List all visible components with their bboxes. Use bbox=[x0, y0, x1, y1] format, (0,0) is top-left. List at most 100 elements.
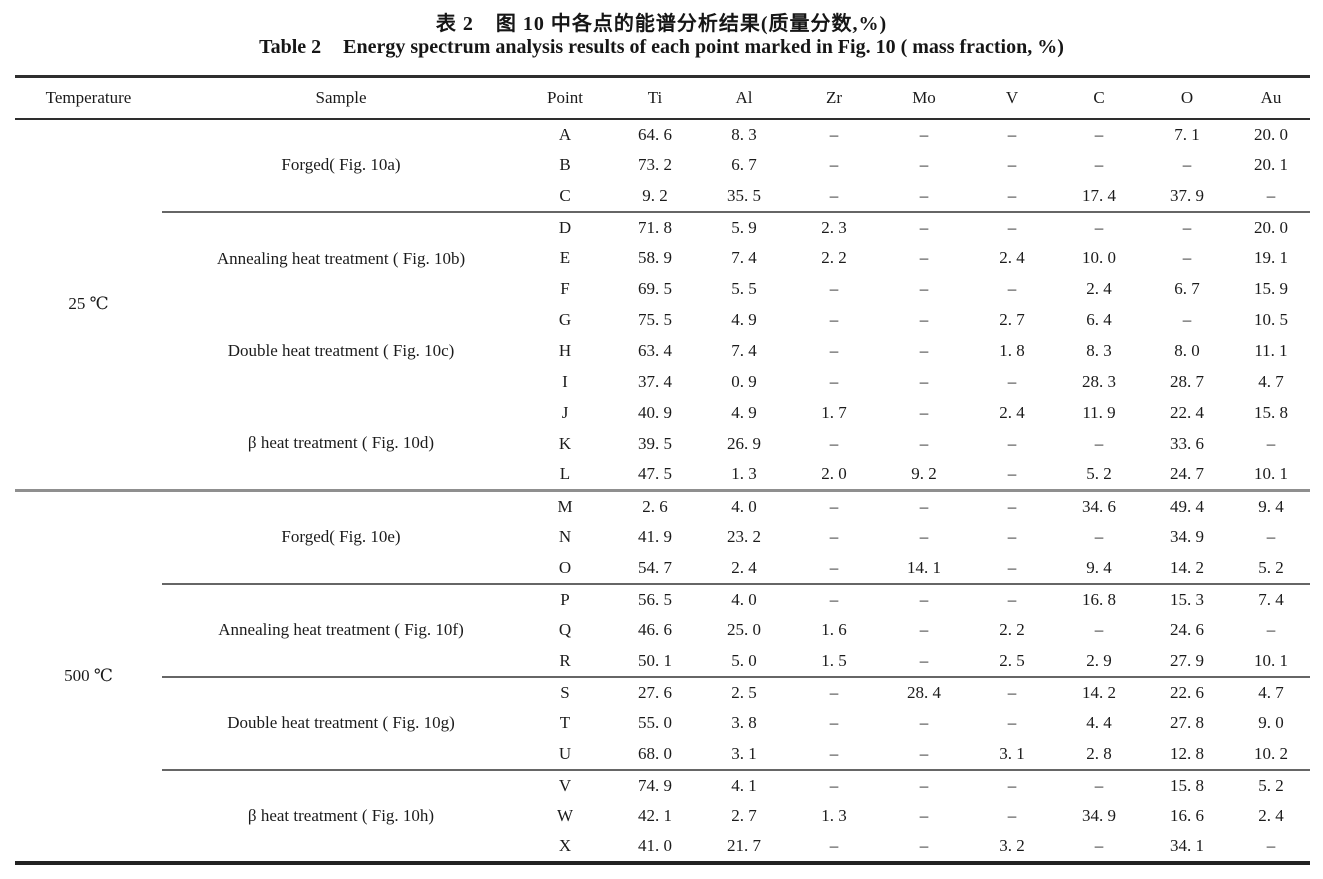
table-row-point-d: Annealing heat treatment ( Fig. 10b) D 71.… bbox=[15, 210, 1310, 305]
energy-spectrum-table: Temperature Sample Point Ti Al Zr Mo V C O Au 25 ℃… bbox=[15, 75, 1310, 865]
value-cell-ti: 39. 5 bbox=[638, 434, 672, 453]
sample-cell: Forged( Fig. 10e) bbox=[162, 489, 520, 584]
point-cell: L bbox=[559, 464, 571, 484]
value-cell-mo: – bbox=[919, 403, 929, 422]
column-header-al: Al bbox=[700, 76, 788, 120]
value-cell-zr: – bbox=[829, 836, 839, 855]
value-cell-o: – bbox=[1182, 310, 1192, 329]
value-cell-c: – bbox=[1056, 210, 1142, 243]
point-cell: J bbox=[561, 403, 569, 422]
value-cell-ti: 37. 4 bbox=[638, 372, 672, 391]
value-cell-c: 10. 0 bbox=[1082, 248, 1116, 267]
point-cell: O bbox=[558, 557, 572, 577]
value-cell-v: – bbox=[968, 489, 1056, 522]
sample-cell: β heat treatment ( Fig. 10d) bbox=[247, 433, 435, 453]
table-title-chinese: 表 2 图 10 中各点的能谱分析结果(质量分数,%) bbox=[0, 0, 1323, 35]
point-cell: A bbox=[558, 124, 572, 144]
sample-cell: Annealing heat treatment ( Fig. 10b) bbox=[162, 210, 520, 305]
value-cell-mo: – bbox=[919, 124, 929, 144]
value-cell-au: 19. 1 bbox=[1254, 248, 1288, 267]
value-cell-zr: – bbox=[788, 582, 880, 615]
value-cell-al: 4. 9 bbox=[731, 310, 757, 329]
value-cell-zr: 2. 0 bbox=[821, 464, 847, 484]
value-cell-ti: 50. 1 bbox=[638, 650, 672, 670]
point-cell: R bbox=[559, 650, 571, 670]
value-cell-al: 3. 8 bbox=[731, 713, 757, 732]
value-cell-o: 34. 1 bbox=[1170, 836, 1204, 855]
value-cell-au: 4. 7 bbox=[1232, 675, 1310, 708]
value-cell-ti: 55. 0 bbox=[638, 713, 672, 732]
value-cell-zr: 2. 3 bbox=[788, 210, 880, 243]
value-cell-au: – bbox=[1266, 620, 1276, 639]
table-row-point-e: E 58. 9 7. 4 2. 2 – 2. 4 10. 0 – 19. 1 bbox=[15, 243, 1310, 274]
value-cell-o: – bbox=[1182, 248, 1192, 267]
sample-cell: Forged( Fig. 10a) bbox=[281, 155, 401, 174]
value-cell-zr: – bbox=[829, 341, 839, 360]
value-cell-al: 23. 2 bbox=[727, 527, 761, 546]
value-cell-c: – bbox=[1094, 434, 1104, 453]
point-cell: D bbox=[520, 210, 610, 243]
value-cell-o: 27. 8 bbox=[1170, 713, 1204, 732]
value-cell-zr: 2. 2 bbox=[821, 248, 847, 267]
value-cell-c: 34. 9 bbox=[1082, 806, 1116, 825]
value-cell-au: – bbox=[1266, 434, 1276, 453]
table-row-point-x: X 41. 0 21. 7 – – 3. 2 – 34. 1 – bbox=[15, 832, 1310, 863]
value-cell-ti: 68. 0 bbox=[638, 743, 672, 763]
value-cell-mo: – bbox=[919, 836, 929, 855]
value-cell-al: 1. 3 bbox=[731, 464, 757, 484]
table-row-point-t: T 55. 0 3. 8 – – – 4. 4 27. 8 9. 0 bbox=[15, 708, 1310, 739]
value-cell-al: 35. 5 bbox=[727, 185, 761, 205]
table-row-point-k: K 39. 5 26. 9 – – – – 33. 6 – bbox=[15, 429, 1310, 460]
value-cell-au: 9. 0 bbox=[1258, 713, 1284, 732]
value-cell-au: 7. 4 bbox=[1232, 582, 1310, 615]
value-cell-v: – bbox=[968, 582, 1056, 615]
value-cell-al: 2. 4 bbox=[731, 557, 757, 577]
value-cell-c: – bbox=[1056, 768, 1142, 801]
value-cell-al: 0. 9 bbox=[731, 372, 757, 391]
table-title-chinese-label: 表 2 bbox=[435, 13, 474, 35]
value-cell-au: – bbox=[1266, 836, 1276, 855]
value-cell-au: – bbox=[1266, 185, 1276, 205]
value-cell-zr: – bbox=[788, 768, 880, 801]
value-cell-v: – bbox=[1007, 464, 1017, 484]
value-cell-au: 10. 1 bbox=[1254, 650, 1288, 670]
value-cell-c: 11. 9 bbox=[1082, 403, 1116, 422]
column-header-au: Au bbox=[1232, 76, 1310, 120]
value-cell-al: 4. 0 bbox=[700, 489, 788, 522]
column-header-point: Point bbox=[520, 76, 610, 120]
table-title-chinese-text: 图 10 中各点的能谱分析结果(质量分数,%) bbox=[495, 13, 888, 35]
value-cell-c: 8. 3 bbox=[1086, 341, 1112, 360]
value-cell-au: 15. 9 bbox=[1254, 279, 1288, 298]
value-cell-mo: – bbox=[919, 279, 929, 298]
value-cell-v: 3. 2 bbox=[999, 836, 1025, 855]
value-cell-au: 4. 7 bbox=[1258, 372, 1284, 391]
value-cell-ti: 40. 9 bbox=[638, 403, 672, 422]
column-header-ti: Ti bbox=[610, 76, 700, 120]
value-cell-ti: 75. 5 bbox=[638, 310, 672, 329]
value-cell-al: 7. 4 bbox=[731, 248, 757, 267]
value-cell-zr: – bbox=[788, 675, 880, 708]
value-cell-v: – bbox=[1007, 372, 1017, 391]
table-title-english: Table 2 Energy spectrum analysis results … bbox=[0, 36, 1323, 66]
point-cell: C bbox=[559, 185, 571, 205]
value-cell-v: – bbox=[1007, 527, 1017, 546]
value-cell-mo: – bbox=[919, 372, 929, 391]
value-cell-o: 16. 6 bbox=[1170, 806, 1204, 825]
value-cell-zr: – bbox=[788, 489, 880, 522]
value-cell-al: 2. 5 bbox=[700, 675, 788, 708]
value-cell-ti: 64. 6 bbox=[638, 124, 672, 144]
value-cell-zr: – bbox=[829, 279, 839, 298]
value-cell-au: 10. 2 bbox=[1254, 743, 1288, 763]
value-cell-c: – bbox=[1094, 836, 1104, 855]
value-cell-v: – bbox=[968, 675, 1056, 708]
point-cell: V bbox=[520, 768, 610, 801]
value-cell-v: 1. 8 bbox=[999, 341, 1025, 360]
value-cell-o: 24. 7 bbox=[1170, 464, 1204, 484]
value-cell-al: 7. 4 bbox=[731, 341, 757, 360]
table-row-point-u: U 68. 0 3. 1 – – 3. 1 2. 8 12. 8 10. 2 bbox=[15, 739, 1310, 770]
value-cell-o: 49. 4 bbox=[1142, 489, 1232, 522]
value-cell-ti: 56. 5 bbox=[610, 582, 700, 615]
point-cell: H bbox=[558, 341, 572, 360]
